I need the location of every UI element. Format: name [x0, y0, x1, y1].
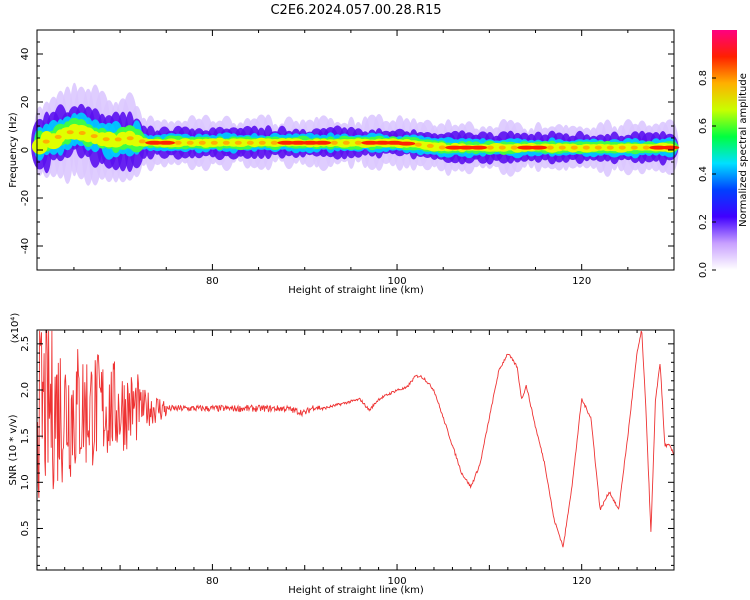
y-tick-label: 2.5 [20, 336, 31, 352]
spectrogram-peak [330, 140, 338, 145]
snr-y-axis-label: SNR (10 * v/v) [8, 414, 19, 485]
spectrogram-peak [102, 137, 110, 142]
spectrogram-peak [486, 145, 494, 150]
spectrogram-peak [642, 145, 650, 150]
spectrogram-peak [582, 145, 590, 150]
y-tick-label: -40 [20, 238, 31, 254]
spectrogram-peak [258, 140, 266, 145]
snr-plot-area [37, 330, 674, 570]
y-tick-label: -20 [20, 190, 31, 206]
chart-title: C2E6.2024.057.00.28.R15 [270, 3, 441, 18]
spectrogram-peak [198, 140, 206, 145]
spectrogram-peak [186, 140, 194, 145]
spectrogram-peak [606, 145, 614, 150]
y-tick-label: 20 [20, 96, 31, 109]
spectrogram-peak [426, 143, 434, 148]
snr-series-line [36, 330, 674, 548]
x-tick-label: 100 [387, 276, 406, 287]
spectrogram-peak [498, 145, 506, 150]
x-tick-label: 120 [572, 276, 591, 287]
spectrogram-peak [114, 137, 122, 142]
spectrogram-y-axis-label: Frequency (Hz) [8, 112, 19, 188]
snr-panel: 80 100 120 2.5 2.0 1.5 1.0 0.5 Height of straig… [8, 313, 675, 596]
colorbar-tick-label: 0.0 [698, 262, 709, 278]
spectrogram-panel: 80 100 120 40 20 0 -20 -40 Height of straight l… [8, 29, 680, 296]
spectrogram-peak [78, 131, 86, 135]
spectrogram-peak [469, 145, 488, 150]
x-tick-label: 80 [206, 276, 219, 287]
spectrogram-peak [42, 139, 50, 144]
colorbar: 0.0 0.2 0.4 0.6 0.8 Normalized spectral ampl… [698, 30, 749, 278]
spectrogram-peak [246, 140, 254, 145]
spectrogram-peak [630, 145, 638, 150]
spectrogram-peak [354, 140, 362, 145]
colorbar-tick-label: 0.6 [698, 118, 709, 134]
colorbar-tick-label: 0.4 [698, 166, 709, 182]
spectrogram-peak [174, 140, 182, 145]
y-tick-label: 40 [20, 48, 31, 61]
x-tick-label: 80 [206, 576, 219, 587]
y-tick-label: 0 [20, 147, 31, 153]
colorbar-ticks: 0.0 0.2 0.4 0.6 0.8 [698, 70, 716, 278]
snr-x-axis-label: Height of straight line (km) [288, 585, 424, 596]
colorbar-gradient [712, 30, 737, 270]
colorbar-label: Normalized spectral amplitude [738, 73, 749, 227]
spectrogram-peak [414, 142, 422, 147]
spectrogram-peak [558, 145, 566, 150]
spectrogram-peak [661, 145, 680, 150]
spectrogram-peak [210, 140, 218, 145]
spectrogram-peak [397, 141, 416, 146]
spectrogram-peak [618, 145, 626, 150]
colorbar-tick-label: 0.8 [698, 70, 709, 86]
spectrogram-peak [342, 140, 350, 145]
y-tick-label: 1.0 [20, 474, 31, 490]
spectrogram-frame [36, 29, 675, 271]
spectrogram-peak [570, 145, 578, 150]
spectrogram-peak [157, 140, 176, 145]
snr-y-multiplier: (x10⁴) [10, 313, 21, 344]
y-tick-label: 2.0 [20, 382, 31, 398]
spectrogram-peak [594, 145, 602, 150]
y-tick-label: 0.5 [20, 521, 31, 537]
spectrogram-peak [66, 130, 74, 135]
spectrogram-peak [510, 145, 518, 150]
spectrogram-x-axis-label: Height of straight line (km) [288, 285, 424, 296]
spectrogram-peak [222, 140, 230, 145]
spectrogram-peak [270, 140, 278, 145]
colorbar-tick-label: 0.2 [698, 214, 709, 230]
spectrogram-peak [234, 140, 242, 145]
snr-frame [36, 329, 675, 571]
x-tick-label: 120 [572, 576, 591, 587]
y-tick-label: 1.5 [20, 428, 31, 444]
spectrogram-peak [546, 145, 554, 150]
spectrogram-peak [90, 134, 98, 139]
spectrogram-peak [313, 140, 332, 145]
spectrogram-peak [54, 134, 62, 139]
spectrogram-data [31, 82, 680, 186]
spectrogram-peak [438, 145, 446, 150]
spectrogram-peak [138, 139, 146, 144]
spectrogram-ticks: 80 100 120 40 20 0 -20 -40 [20, 29, 675, 287]
x-tick-label: 100 [387, 576, 406, 587]
spectrogram-peak [529, 145, 548, 150]
spectrogram-peak [126, 136, 134, 141]
